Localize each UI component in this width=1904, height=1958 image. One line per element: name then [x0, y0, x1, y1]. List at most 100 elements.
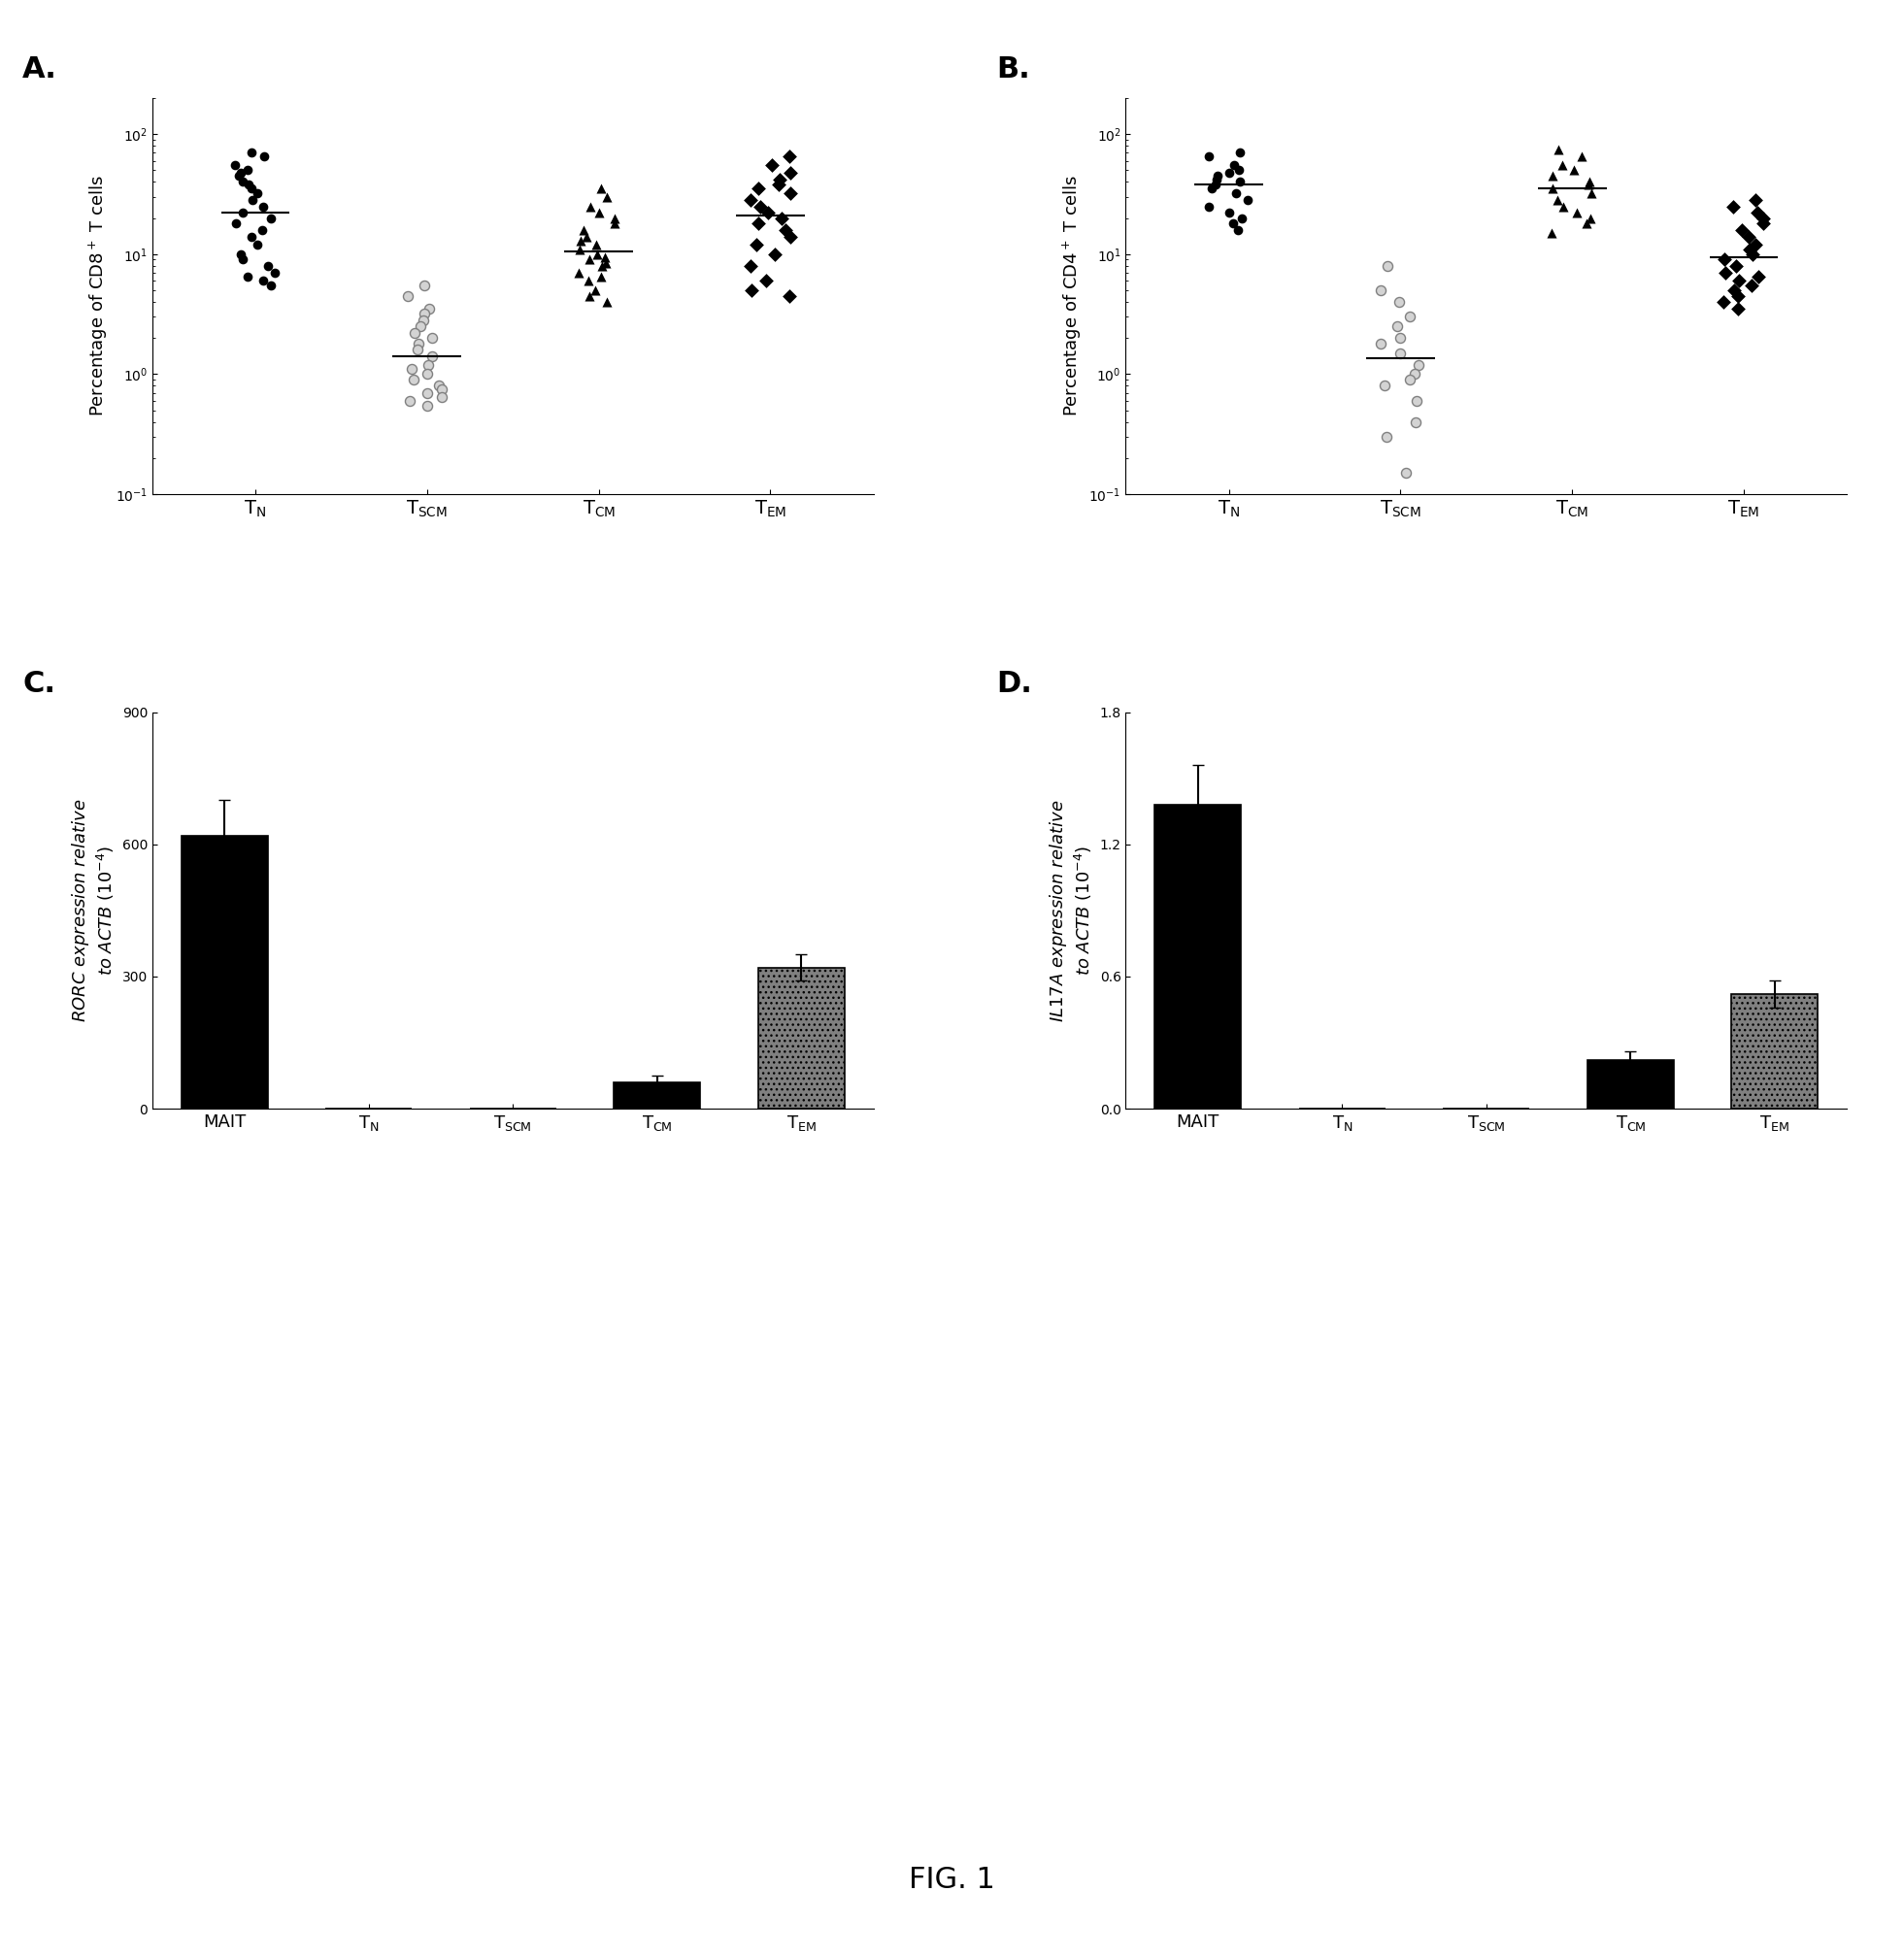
- Text: B.: B.: [996, 55, 1030, 84]
- Point: [581, 274, 611, 305]
- Point: [248, 264, 278, 296]
- Point: [1557, 155, 1588, 186]
- Point: [1748, 202, 1778, 233]
- Point: [1740, 184, 1771, 215]
- Point: [1369, 370, 1399, 401]
- Point: [586, 172, 617, 204]
- Point: [1194, 141, 1224, 172]
- Point: [426, 382, 457, 413]
- Point: [1365, 327, 1396, 358]
- Point: [1399, 358, 1430, 390]
- Point: [1575, 166, 1605, 198]
- Point: [1542, 133, 1573, 164]
- Bar: [1154, 805, 1241, 1108]
- Point: [1736, 270, 1767, 302]
- Point: [1738, 239, 1769, 270]
- Point: [767, 202, 798, 233]
- Point: [1399, 407, 1430, 439]
- Bar: [758, 967, 845, 1108]
- Point: [1573, 168, 1603, 200]
- Point: [1723, 264, 1754, 296]
- Point: [575, 280, 605, 311]
- Point: [585, 198, 615, 229]
- Point: [741, 229, 771, 260]
- Point: [400, 317, 430, 349]
- Point: [409, 305, 440, 337]
- Point: [1213, 157, 1243, 188]
- Point: [236, 137, 267, 168]
- Point: [764, 164, 794, 196]
- Point: [564, 256, 594, 288]
- Point: [221, 208, 251, 239]
- Point: [735, 251, 765, 282]
- Point: [775, 141, 805, 172]
- Point: [743, 172, 773, 204]
- Point: [1537, 161, 1567, 192]
- Point: [1740, 229, 1771, 260]
- Y-axis label: $RORC$ expression relative
to $ACTB$ $(10^{-4})$: $RORC$ expression relative to $ACTB$ $(1…: [70, 799, 116, 1022]
- Point: [225, 157, 255, 188]
- Point: [586, 251, 617, 282]
- Text: FIG. 1: FIG. 1: [908, 1866, 996, 1893]
- Point: [775, 157, 805, 188]
- Point: [1365, 274, 1396, 305]
- Point: [1748, 208, 1778, 239]
- Point: [417, 323, 447, 354]
- Point: [575, 190, 605, 221]
- Point: [1219, 208, 1249, 239]
- Point: [409, 298, 440, 329]
- Point: [1222, 213, 1253, 245]
- Point: [1577, 178, 1607, 210]
- Point: [581, 229, 611, 260]
- Point: [253, 251, 284, 282]
- Point: [575, 245, 605, 276]
- Point: [1733, 221, 1763, 253]
- Point: [590, 241, 621, 272]
- Point: [413, 358, 444, 390]
- Point: [1384, 337, 1415, 368]
- Point: [1232, 184, 1262, 215]
- Point: [255, 202, 286, 233]
- Point: [760, 239, 790, 270]
- Point: [1742, 198, 1773, 229]
- Point: [1220, 178, 1251, 210]
- Point: [583, 239, 613, 270]
- Point: [1224, 155, 1255, 186]
- Point: [396, 354, 426, 386]
- Point: [1390, 458, 1420, 490]
- Point: [1382, 311, 1413, 343]
- Point: [398, 364, 428, 396]
- Point: [227, 166, 257, 198]
- Point: [406, 311, 436, 343]
- Point: [571, 221, 602, 253]
- Point: [775, 221, 805, 253]
- Point: [1226, 202, 1257, 233]
- Point: [232, 260, 263, 292]
- Point: [592, 286, 623, 317]
- Point: [743, 208, 773, 239]
- Point: [426, 374, 457, 405]
- Point: [236, 184, 267, 215]
- Point: [232, 155, 263, 186]
- Point: [592, 182, 623, 213]
- Point: [1403, 349, 1434, 380]
- Bar: [613, 1083, 701, 1108]
- Point: [1717, 190, 1748, 221]
- Point: [236, 221, 267, 253]
- Point: [567, 213, 598, 245]
- Point: [1538, 172, 1569, 204]
- Point: [735, 184, 765, 215]
- Point: [1224, 166, 1255, 198]
- Y-axis label: Percentage of CD8$^+$ T cells: Percentage of CD8$^+$ T cells: [88, 176, 110, 417]
- Point: [1719, 274, 1750, 305]
- Point: [259, 256, 289, 288]
- Point: [1396, 364, 1426, 396]
- Text: C.: C.: [23, 670, 55, 699]
- Point: [223, 161, 253, 192]
- Point: [775, 178, 805, 210]
- Point: [417, 341, 447, 372]
- Point: [600, 202, 630, 233]
- Point: [423, 370, 453, 401]
- Point: [225, 239, 255, 270]
- Point: [248, 190, 278, 221]
